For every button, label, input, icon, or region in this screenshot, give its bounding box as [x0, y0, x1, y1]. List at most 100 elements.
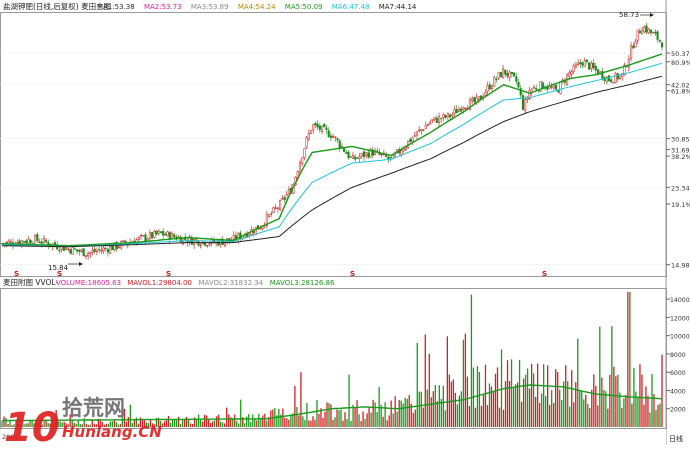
- candle-body: [654, 31, 657, 34]
- candle-body: [254, 226, 257, 235]
- candle-body: [468, 99, 472, 110]
- candle-body: [100, 250, 103, 252]
- candle-body: [80, 249, 83, 252]
- candle-body: [62, 246, 65, 251]
- volume-ma-line-MAVOL3: [2, 384, 663, 422]
- candle-body: [502, 68, 505, 79]
- candle-body: [338, 140, 341, 148]
- candle-body: [610, 79, 613, 83]
- candle-body: [409, 139, 412, 142]
- volume-bars: [1, 291, 663, 427]
- candle-body: [67, 248, 70, 250]
- candle-body: [442, 114, 445, 118]
- candle-body: [153, 230, 156, 238]
- candle-body: [490, 85, 494, 90]
- candle-body: [199, 244, 202, 247]
- candle-body: [327, 130, 330, 138]
- candle-body: [513, 72, 516, 77]
- candle-body: [497, 72, 500, 79]
- candle-body: [652, 32, 655, 34]
- s-marker: S: [14, 270, 19, 278]
- candle-body: [446, 112, 449, 118]
- candle-body: [440, 118, 443, 120]
- ma-legend-item: MA2:53.73: [144, 3, 182, 11]
- volume-legend-item: VOLUME:18605.63: [56, 279, 121, 287]
- candle-body: [645, 25, 648, 33]
- candle-body: [321, 125, 324, 132]
- candle-body: [248, 233, 251, 236]
- candle-body: [89, 252, 92, 255]
- candle-body: [58, 250, 61, 252]
- candle-body: [449, 114, 452, 118]
- candle-body: [137, 236, 140, 240]
- candle-body: [78, 249, 81, 252]
- candle-body: [658, 39, 661, 42]
- volume-legend-item: MAVOL3:28126.86: [270, 279, 335, 287]
- candle-body: [276, 207, 279, 209]
- candle-body: [643, 26, 646, 33]
- candle-body: [91, 250, 94, 253]
- y-tick-label: 50.37: [671, 50, 690, 58]
- ma-lines: [1, 53, 663, 248]
- candle-body: [64, 247, 68, 250]
- candle-body: [499, 72, 502, 78]
- candle-body: [349, 156, 352, 158]
- candle-body: [93, 248, 96, 253]
- candle-body: [365, 152, 368, 156]
- candle-body: [431, 119, 434, 121]
- sub-panel-title: 麦田附图 VVOL-: [3, 277, 58, 287]
- candle-body: [517, 81, 520, 88]
- watermark-brand: 拾荒网: [62, 396, 125, 420]
- candle-body: [515, 76, 518, 82]
- candle-body: [159, 231, 162, 233]
- volume-legend-item: MAVOL2:31832.34: [199, 279, 264, 287]
- candle-body: [45, 239, 48, 243]
- candle-body: [323, 124, 326, 128]
- candle-body: [71, 247, 74, 255]
- ma-line-MA7: [1, 75, 663, 248]
- candle-body: [208, 243, 211, 245]
- candle-body: [649, 29, 653, 34]
- candle-body: [453, 109, 456, 114]
- candle-body: [413, 135, 416, 137]
- candle-body: [486, 85, 489, 92]
- s-marker: S: [542, 270, 547, 278]
- candle-body: [493, 77, 496, 87]
- candle-body: [347, 151, 350, 159]
- candle-body: [265, 214, 268, 227]
- candle-body: [636, 29, 639, 41]
- candle-body: [298, 162, 302, 174]
- s-marker: S: [166, 270, 171, 278]
- candle-body: [619, 74, 622, 79]
- candle-body: [630, 45, 633, 59]
- candle-body: [307, 133, 310, 140]
- candle-body: [117, 246, 121, 248]
- period-label: 日线: [669, 434, 683, 443]
- volume-y-ticks: 14000 12000 10000 8000 6000 4000 2000: [666, 297, 690, 414]
- candle-body: [84, 255, 87, 257]
- candle-body: [554, 84, 558, 90]
- candle-body: [420, 129, 423, 132]
- candle-body: [400, 150, 403, 155]
- candle-body: [426, 124, 430, 126]
- candle-body: [614, 73, 617, 83]
- y-tick-label: 14.98: [671, 262, 690, 270]
- watermark: 10 拾荒网 Hunlang.CN: [4, 396, 162, 449]
- ma-legend-item: MA4:54.24: [238, 3, 276, 11]
- candle-body: [329, 135, 332, 139]
- candle-body: [102, 247, 105, 252]
- candle-body: [281, 198, 284, 200]
- candle-body: [647, 28, 650, 34]
- candle-body: [279, 200, 282, 211]
- ma-legend-item: MA1:53.38: [97, 3, 135, 11]
- candle-body: [106, 248, 110, 253]
- candle-body: [641, 30, 644, 35]
- candle-body: [109, 246, 112, 254]
- candle-body: [495, 78, 498, 80]
- watermark-url: Hunlang.CN: [62, 423, 162, 441]
- candle-body: [358, 156, 361, 159]
- candle-body: [592, 62, 595, 68]
- candle-body: [444, 115, 447, 118]
- candle-body: [411, 137, 414, 142]
